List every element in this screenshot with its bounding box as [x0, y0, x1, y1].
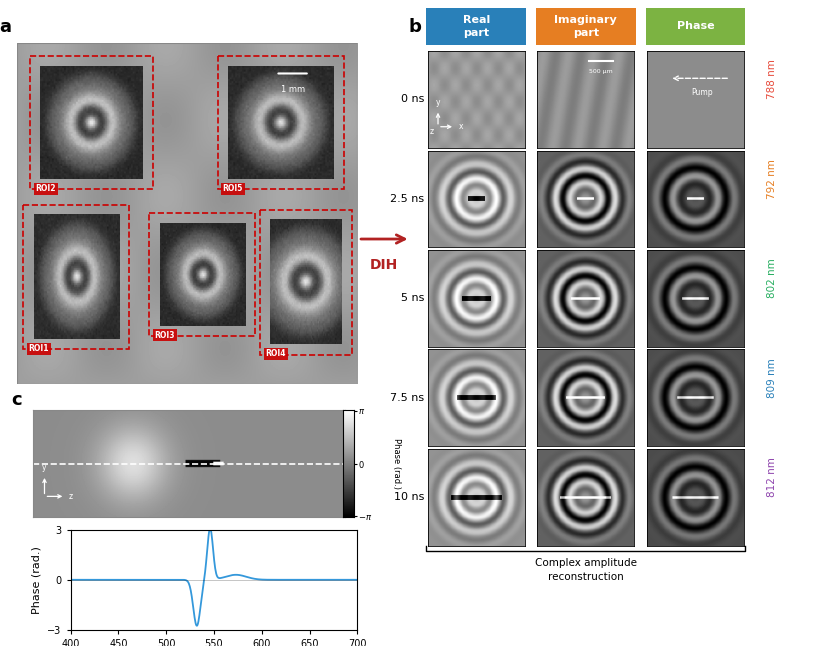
- Text: 792 nm: 792 nm: [766, 159, 777, 199]
- Text: c: c: [12, 391, 22, 409]
- Text: z: z: [69, 492, 73, 501]
- Text: 5 ns: 5 ns: [401, 293, 425, 304]
- Bar: [150, 213, 255, 336]
- Text: 0 ns: 0 ns: [401, 94, 425, 105]
- Bar: [30, 56, 153, 189]
- Text: Pump: Pump: [691, 88, 713, 97]
- Text: ROI5: ROI5: [223, 184, 243, 193]
- Bar: [260, 210, 352, 355]
- Text: ROI2: ROI2: [36, 184, 56, 193]
- Text: z: z: [430, 127, 434, 136]
- Text: 500 μm: 500 μm: [589, 68, 613, 74]
- Text: y: y: [435, 98, 440, 107]
- Text: a: a: [0, 18, 12, 36]
- Text: ROI3: ROI3: [155, 331, 175, 340]
- Text: DIH: DIH: [371, 258, 398, 272]
- Text: Imaginary
part: Imaginary part: [554, 16, 617, 37]
- Text: ROI1: ROI1: [28, 344, 49, 353]
- Text: 809 nm: 809 nm: [766, 358, 777, 398]
- Y-axis label: Phase (rad.): Phase (rad.): [391, 438, 401, 489]
- Text: 1 mm: 1 mm: [281, 85, 305, 94]
- Text: 7.5 ns: 7.5 ns: [391, 393, 425, 403]
- Text: 788 nm: 788 nm: [766, 59, 777, 99]
- Text: x: x: [459, 122, 463, 131]
- Bar: [23, 205, 129, 349]
- Text: 10 ns: 10 ns: [394, 492, 425, 503]
- Text: b: b: [408, 18, 420, 36]
- Y-axis label: Phase (rad.): Phase (rad.): [32, 546, 42, 614]
- Text: Complex amplitude
reconstruction: Complex amplitude reconstruction: [535, 558, 637, 581]
- Text: Real
part: Real part: [463, 16, 489, 37]
- Text: Phase: Phase: [676, 21, 715, 32]
- Text: ROI4: ROI4: [265, 349, 286, 359]
- Text: y: y: [42, 463, 47, 472]
- Text: 812 nm: 812 nm: [766, 457, 777, 497]
- Text: 2.5 ns: 2.5 ns: [391, 194, 425, 204]
- Text: 802 nm: 802 nm: [766, 258, 777, 298]
- Bar: [218, 56, 344, 189]
